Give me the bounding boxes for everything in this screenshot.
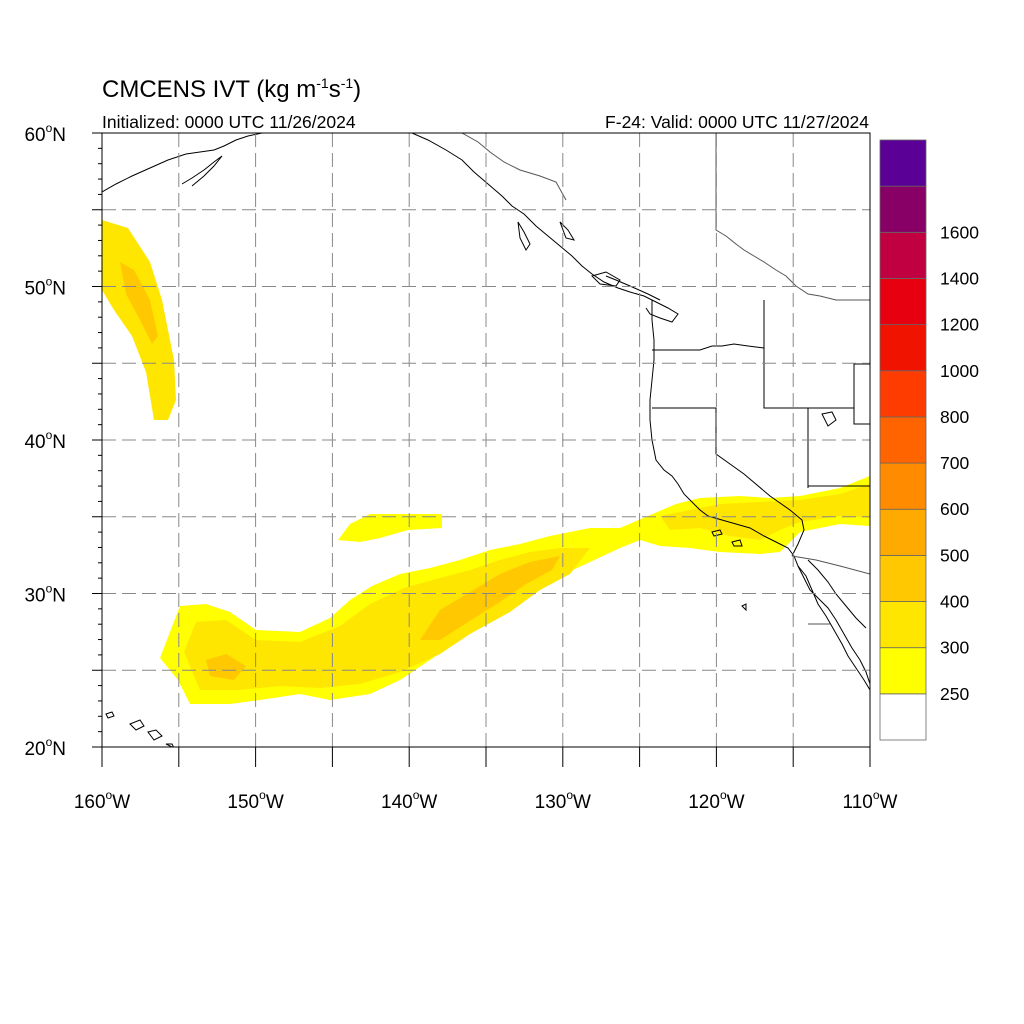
- mexico-border: [791, 555, 870, 625]
- ivt-region-400: [206, 654, 246, 680]
- colorbar-label: 250: [940, 684, 969, 704]
- lat-axis-labels: 20oN 30oN 40oN 50oN 60oN: [24, 121, 66, 760]
- us-west-coastline: [649, 300, 870, 685]
- ivt-region-400: [420, 556, 560, 640]
- colorbar-swatch: [879, 231, 927, 279]
- axis-ticks: [92, 132, 871, 767]
- colorbar-label: 300: [940, 638, 969, 658]
- colorbar-label: 400: [940, 592, 969, 612]
- colorbar-swatch: [879, 508, 927, 556]
- ivt-shading-layer: [102, 220, 870, 704]
- colorbar-label: 700: [940, 453, 969, 473]
- lon-axis-labels: 160oW 150oW 140oW 130oW 120oW 110oW: [74, 788, 898, 813]
- colorbar-swatch: [879, 278, 927, 326]
- channel-islands: [711, 529, 747, 612]
- ivt-region-300: [102, 220, 176, 420]
- colorbar-label: 800: [940, 407, 969, 427]
- colorbar-swatch: [879, 416, 927, 464]
- great-salt-lake: [821, 411, 837, 427]
- colorbar-swatch: [879, 185, 927, 233]
- colorbar-swatch: [879, 370, 927, 418]
- lat-label: 60oN: [24, 121, 66, 146]
- bc-islands: [517, 221, 621, 287]
- colorbar-label: 1200: [940, 315, 979, 335]
- colorbar-label: 1400: [940, 268, 979, 288]
- colorbar-swatch: [879, 554, 927, 602]
- lat-label: 50oN: [24, 275, 66, 300]
- ivt-region-400: [120, 262, 158, 344]
- initialized-time: Initialized: 0000 UTC 11/26/2024: [102, 112, 356, 132]
- colorbar-label: 1600: [940, 222, 979, 242]
- colorbar-swatch: [879, 139, 927, 187]
- colorbar-swatch: [879, 462, 927, 510]
- valid-time: F-24: Valid: 0000 UTC 11/27/2024: [605, 112, 869, 132]
- coastlines-and-borders: [102, 133, 870, 747]
- map-title: CMCENS IVT (kg m-1s-1): [102, 75, 361, 103]
- state-borders: [652, 300, 870, 557]
- lon-label: 140oW: [381, 788, 437, 813]
- lon-label: 160oW: [74, 788, 130, 813]
- ivt-region-300: [660, 484, 870, 540]
- lat-label: 40oN: [24, 428, 66, 453]
- ivt-region-250: [338, 514, 442, 542]
- lat-label: 30oN: [24, 582, 66, 607]
- colorbar-swatch: [879, 601, 927, 649]
- colorbar: 250 300 400 500 600 700 800 1000 1200 1400 1600: [879, 139, 979, 741]
- hawaii-islands: [105, 711, 175, 747]
- colorbar-swatch: [879, 693, 927, 741]
- lon-label: 120oW: [688, 788, 744, 813]
- lon-label: 130oW: [535, 788, 591, 813]
- colorbar-label: 500: [940, 545, 969, 565]
- map-plot-area: [101, 132, 871, 748]
- lon-label: 110oW: [843, 788, 898, 813]
- lat-label: 20oN: [24, 735, 66, 760]
- alaska-coastline: [102, 133, 263, 193]
- colorbar-swatch: [879, 324, 927, 372]
- colorbar-label: 600: [940, 499, 969, 519]
- lon-label: 150oW: [227, 788, 283, 813]
- graticule: [102, 133, 870, 747]
- colorbar-swatch: [879, 647, 927, 695]
- colorbar-label: 1000: [940, 361, 979, 381]
- alaska-border: [461, 133, 870, 301]
